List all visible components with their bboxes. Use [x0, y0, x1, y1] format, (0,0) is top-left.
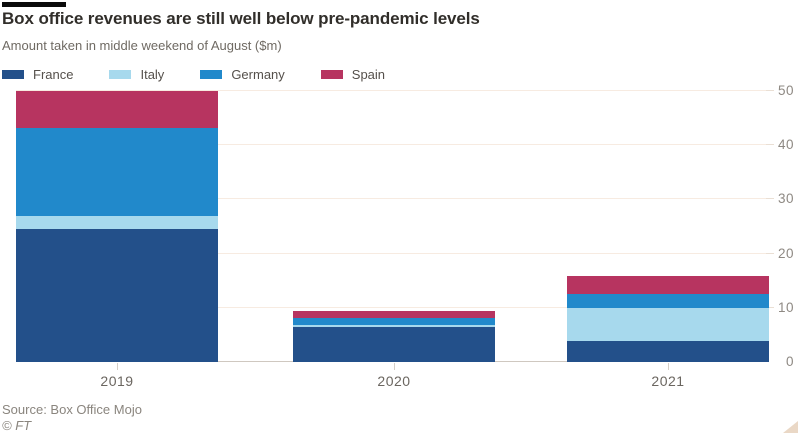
y-tick-mark-10	[766, 306, 774, 308]
y-tick-mark-40	[766, 144, 774, 146]
gridline-50	[16, 90, 767, 91]
y-tick-label-40: 40	[777, 137, 794, 153]
y-tick-label-30: 30	[777, 191, 794, 207]
legend-label-germany: Germany	[231, 66, 285, 82]
legend-swatch-italy	[109, 69, 132, 79]
legend-label-spain: Spain	[351, 66, 386, 82]
bar-segment-germany-2019	[16, 127, 218, 217]
x-tick-label-2020: 2020	[377, 373, 411, 389]
bar-segment-france-2020	[293, 327, 495, 362]
bar-segment-germany-2021	[567, 294, 769, 308]
gridline-40	[16, 144, 767, 146]
y-axis: 0 10 20 30 40 50	[770, 83, 794, 369]
chart-subtitle: Amount taken in middle weekend of August…	[2, 38, 282, 53]
bar-segment-germany-2020	[293, 317, 495, 326]
source-text: Source: Box Office Mojo	[2, 402, 142, 417]
bar-segment-italy-2021	[567, 307, 769, 341]
gridline-20	[16, 252, 767, 254]
bar-segment-france-2021	[567, 340, 769, 362]
legend-label-italy: Italy	[140, 66, 165, 82]
bar-segment-france-2019	[16, 228, 218, 362]
plot-area	[16, 90, 774, 362]
y-tick-mark-50	[766, 90, 774, 91]
y-tick-label-0: 0	[785, 354, 794, 369]
x-tick-label-2019: 2019	[100, 373, 134, 389]
y-tick-label-50: 50	[777, 83, 794, 98]
bar-segment-italy-2020	[293, 325, 495, 328]
legend: France Italy Germany Spain	[2, 66, 385, 82]
bar-segment-spain-2020	[293, 311, 495, 318]
y-tick-mark-20	[766, 252, 774, 254]
legend-item-france: France	[2, 66, 73, 82]
legend-item-germany: Germany	[200, 66, 285, 82]
legend-swatch-germany	[200, 69, 223, 79]
y-tick-mark-30	[766, 198, 774, 200]
bar-segment-spain-2021	[567, 275, 769, 295]
legend-swatch-france	[2, 69, 24, 79]
legend-swatch-spain	[320, 69, 343, 79]
y-tick-label-20: 20	[777, 245, 794, 261]
chart-title: Box office revenues are still well below…	[2, 9, 480, 28]
resize-handle-icon[interactable]	[783, 421, 798, 433]
y-tick-label-10: 10	[777, 299, 794, 315]
gridline-10	[16, 306, 767, 308]
ft-credit-text: © FT	[2, 418, 32, 433]
legend-label-france: France	[33, 66, 74, 82]
legend-item-italy: Italy	[109, 66, 164, 82]
gridline-30	[16, 198, 767, 200]
bar-segment-spain-2019	[16, 91, 218, 128]
x-tick-mark-2020	[394, 363, 395, 370]
x-tick-mark-2021	[668, 363, 669, 370]
bar-segment-italy-2019	[16, 216, 218, 229]
x-tick-mark-2019	[117, 363, 118, 370]
x-tick-label-2021: 2021	[651, 373, 685, 389]
ft-accent-bar	[2, 2, 66, 7]
legend-item-spain: Spain	[320, 66, 386, 82]
